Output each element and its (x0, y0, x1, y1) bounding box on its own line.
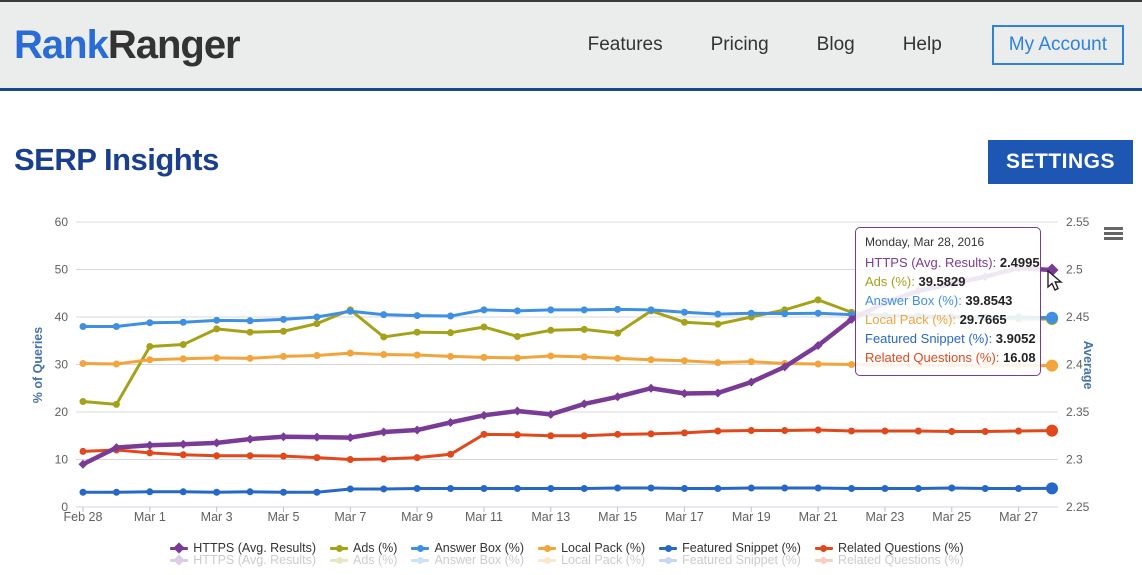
legend-item[interactable]: Local Pack (%) (538, 553, 645, 567)
svg-text:2.4: 2.4 (1066, 358, 1083, 372)
svg-text:Mar 3: Mar 3 (201, 510, 233, 524)
legend-label: Answer Box (%) (434, 553, 525, 567)
chart-legend-faded: HTTPS (Avg. Results) Ads (%) Answer Box (%… (0, 553, 1134, 567)
svg-text:Mar 7: Mar 7 (334, 510, 366, 524)
svg-text:Mar 17: Mar 17 (665, 510, 704, 524)
svg-text:0: 0 (61, 500, 68, 514)
svg-text:2.45: 2.45 (1066, 310, 1090, 324)
legend-item[interactable]: Local Pack (%) (538, 541, 645, 555)
nav-help[interactable]: Help (902, 34, 942, 55)
legend-label: Related Questions (%) (837, 553, 964, 567)
legend-label: Featured Snippet (%) (682, 553, 801, 567)
legend-item[interactable]: HTTPS (Avg. Results) (170, 541, 316, 555)
legend-item[interactable]: Ads (%) (330, 553, 397, 567)
svg-text:Mar 21: Mar 21 (799, 510, 838, 524)
legend-label: Ads (%) (353, 541, 398, 555)
svg-text:Mar 11: Mar 11 (465, 510, 503, 524)
svg-text:Mar 15: Mar 15 (598, 510, 637, 524)
tooltip-row: Ads (%): 39.5829 (865, 274, 966, 289)
svg-text:Mar 1: Mar 1 (134, 510, 166, 524)
chart-tooltip: Monday, Mar 28, 2016 HTTPS (Avg. Results… (855, 227, 1041, 376)
tooltip-row: HTTPS (Avg. Results): 2.4995 (865, 255, 1040, 270)
svg-text:2.3: 2.3 (1066, 453, 1083, 467)
tooltip-rows: HTTPS (Avg. Results): 2.4995 Ads (%): 39.… (865, 253, 1040, 367)
circle-marker-icon (659, 554, 678, 566)
legend-label: Featured Snippet (%) (682, 541, 801, 555)
legend-label: Local Pack (%) (561, 541, 646, 555)
svg-text:20: 20 (55, 405, 69, 419)
logo-ranger: Ranger (107, 22, 241, 67)
legend-item[interactable]: Related Questions (%) (814, 553, 964, 567)
svg-text:10: 10 (55, 453, 69, 467)
circle-marker-icon (814, 554, 833, 566)
circle-marker-icon (330, 542, 348, 554)
svg-text:Mar 25: Mar 25 (932, 510, 971, 524)
svg-text:2.55: 2.55 (1066, 215, 1090, 229)
my-account-button[interactable]: My Account (991, 25, 1124, 65)
legend-label: HTTPS (Avg. Results) (193, 541, 316, 555)
settings-button[interactable]: SETTINGS (987, 140, 1133, 184)
header-divider (0, 88, 1142, 91)
svg-text:40: 40 (55, 310, 69, 324)
svg-text:Mar 13: Mar 13 (531, 510, 570, 524)
legend-label: HTTPS (Avg. Results) (193, 553, 316, 567)
circle-marker-icon (411, 554, 430, 566)
logo-rank: Rank (14, 22, 109, 67)
chart-context-menu-icon[interactable] (1104, 227, 1123, 242)
page-title: SERP Insights (14, 142, 219, 177)
left-axis-title: % of Queries (31, 326, 45, 404)
legend-item[interactable]: Related Questions (%) (814, 541, 964, 555)
diamond-marker-icon (170, 542, 189, 554)
nav-features[interactable]: Features (587, 34, 663, 55)
circle-marker-icon (814, 542, 833, 554)
rankranger-logo[interactable]: RankRanger (14, 22, 241, 68)
svg-text:30: 30 (55, 358, 69, 372)
mouse-cursor-icon (1047, 270, 1063, 291)
svg-text:Mar 9: Mar 9 (401, 510, 433, 524)
svg-text:Mar 27: Mar 27 (999, 510, 1038, 524)
circle-marker-icon (411, 542, 430, 554)
svg-text:Mar 19: Mar 19 (732, 510, 771, 524)
nav-blog[interactable]: Blog (816, 34, 855, 55)
circle-marker-icon (538, 554, 557, 566)
site-header: RankRanger Features Pricing Blog Help My… (0, 0, 1142, 88)
tooltip-row: Answer Box (%): 39.8543 (865, 293, 1013, 308)
svg-text:60: 60 (55, 215, 69, 229)
tooltip-date: Monday, Mar 28, 2016 (865, 235, 985, 249)
tooltip-row: Featured Snippet (%): 3.9052 (865, 331, 1036, 346)
legend-item[interactable]: HTTPS (Avg. Results) (170, 553, 316, 567)
circle-marker-icon (330, 554, 348, 566)
tooltip-row: Related Questions (%): 16.08 (865, 350, 1036, 365)
svg-text:Mar 23: Mar 23 (865, 510, 904, 524)
svg-text:2.35: 2.35 (1066, 405, 1090, 419)
diamond-marker-icon (170, 554, 189, 566)
legend-item[interactable]: Answer Box (%) (411, 553, 524, 567)
chart-legend: HTTPS (Avg. Results) Ads (%) Answer Box (%… (0, 541, 1134, 555)
legend-item[interactable]: Answer Box (%) (411, 541, 524, 555)
tooltip-row: Local Pack (%): 29.7665 (865, 312, 1007, 327)
legend-item[interactable]: Featured Snippet (%) (659, 553, 801, 567)
legend-item[interactable]: Featured Snippet (%) (659, 541, 801, 555)
svg-text:2.5: 2.5 (1066, 263, 1083, 277)
legend-label: Ads (%) (353, 553, 398, 567)
legend-item[interactable]: Ads (%) (330, 541, 397, 555)
legend-label: Related Questions (%) (837, 541, 964, 555)
nav-pricing[interactable]: Pricing (710, 34, 769, 55)
main-nav: Features Pricing Blog Help My Account (564, 25, 1128, 65)
svg-text:2.25: 2.25 (1066, 500, 1090, 514)
svg-text:50: 50 (55, 263, 69, 277)
legend-label: Answer Box (%) (434, 541, 525, 555)
right-axis-title: Average (1081, 340, 1095, 390)
svg-text:Feb 28: Feb 28 (64, 510, 103, 524)
svg-text:Mar 5: Mar 5 (268, 510, 300, 524)
circle-marker-icon (538, 542, 557, 554)
circle-marker-icon (659, 542, 678, 554)
legend-label: Local Pack (%) (561, 553, 646, 567)
